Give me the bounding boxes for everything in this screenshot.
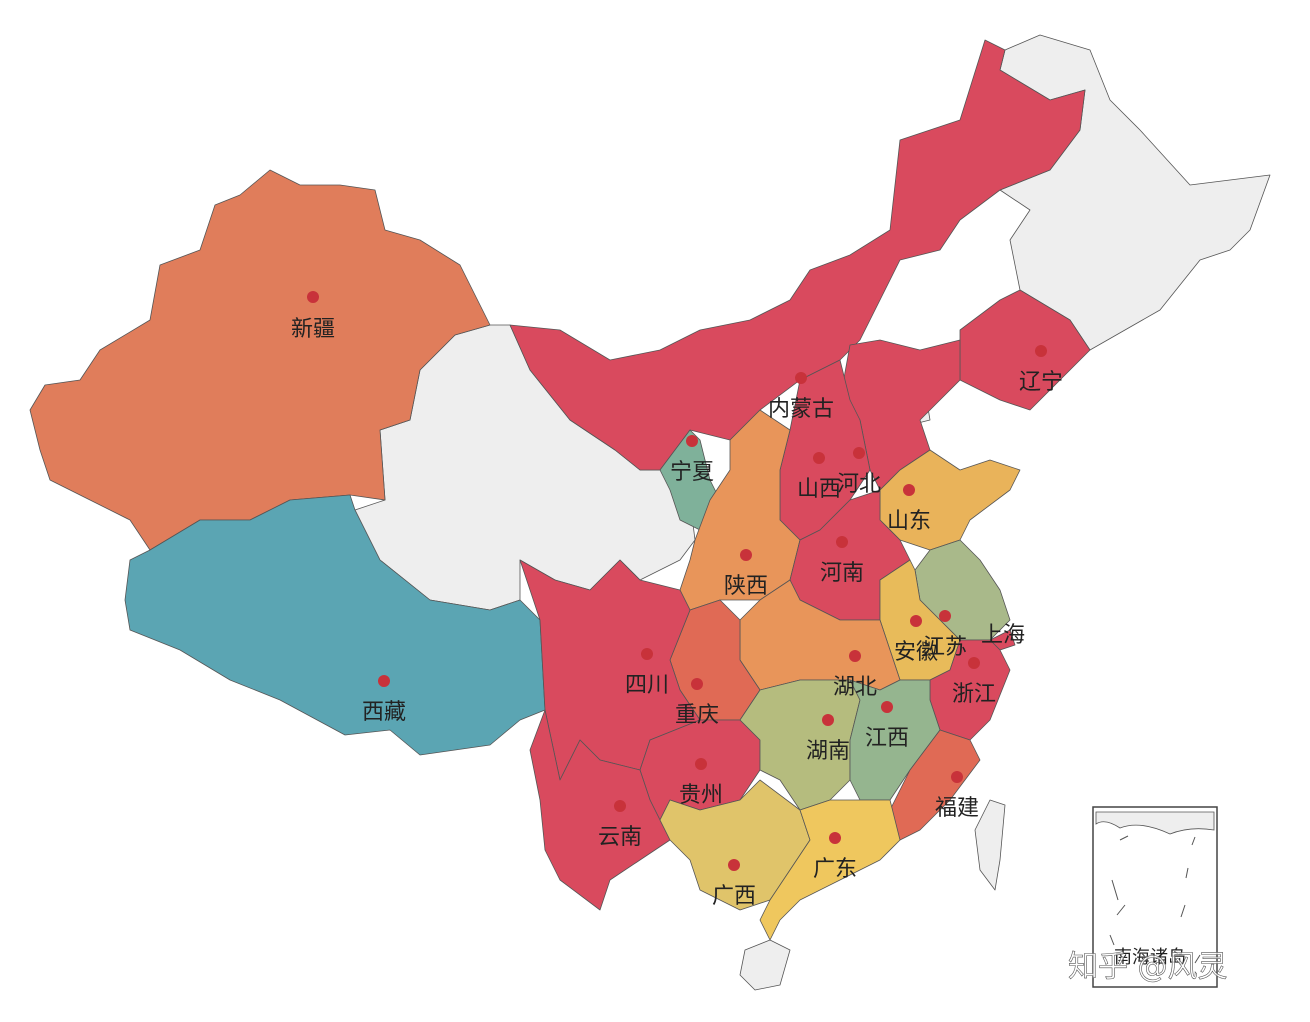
province-dot bbox=[849, 650, 861, 662]
province-label: 江西 bbox=[865, 726, 909, 751]
province-label: 湖北 bbox=[833, 675, 877, 700]
province-label: 云南 bbox=[598, 825, 642, 850]
region-taiwan bbox=[974, 799, 1006, 891]
province-dot bbox=[836, 536, 848, 548]
province-label: 湖南 bbox=[806, 739, 850, 764]
region-hainan bbox=[739, 939, 791, 991]
province-dot bbox=[951, 771, 963, 783]
province-dot bbox=[829, 832, 841, 844]
province-label: 福建 bbox=[935, 796, 979, 821]
province-dot bbox=[822, 714, 834, 726]
watermark: 知乎 @风灵 bbox=[1068, 950, 1228, 985]
province-dot bbox=[903, 484, 915, 496]
province-dot bbox=[881, 701, 893, 713]
province-label: 重庆 bbox=[675, 703, 719, 728]
province bbox=[889, 729, 981, 841]
province-dot bbox=[968, 657, 980, 669]
province-dot bbox=[641, 648, 653, 660]
province-dot bbox=[1035, 345, 1047, 357]
province-label: 四川 bbox=[625, 673, 669, 698]
province bbox=[959, 289, 1091, 411]
province-dot bbox=[691, 678, 703, 690]
province-dot bbox=[614, 800, 626, 812]
province-label: 新疆 bbox=[291, 317, 335, 342]
province bbox=[529, 709, 671, 911]
province-label: 西藏 bbox=[362, 700, 406, 725]
province-label: 宁夏 bbox=[670, 460, 714, 485]
province-dot bbox=[695, 758, 707, 770]
province-label: 内蒙古 bbox=[768, 397, 834, 422]
province-label: 浙江 bbox=[952, 682, 996, 707]
province-label: 河南 bbox=[820, 561, 864, 586]
province bbox=[759, 799, 901, 941]
province-label: 安徽 bbox=[894, 640, 938, 665]
inset-label: 南海诸岛 bbox=[1114, 947, 1186, 968]
province-label: 江苏 bbox=[923, 635, 967, 660]
inset-frame bbox=[1092, 806, 1218, 988]
province-label: 陕西 bbox=[724, 574, 768, 599]
province-dot bbox=[740, 549, 752, 561]
province-label: 广东 bbox=[813, 857, 857, 882]
province-label: 广西 bbox=[712, 884, 756, 909]
province-dot bbox=[910, 615, 922, 627]
province-dot bbox=[939, 610, 951, 622]
province bbox=[679, 409, 801, 611]
province-dot bbox=[686, 435, 698, 447]
province-label: 山东 bbox=[887, 509, 931, 534]
province-label: 贵州 bbox=[679, 783, 723, 808]
inset-islands bbox=[1109, 835, 1201, 964]
province-dot bbox=[307, 291, 319, 303]
province-dot bbox=[378, 675, 390, 687]
province-dot bbox=[853, 447, 865, 459]
province-label: 山西 bbox=[797, 477, 841, 502]
inset-coast bbox=[1095, 811, 1215, 835]
south-sea-inset: 南海诸岛 bbox=[1092, 806, 1218, 988]
provinces bbox=[29, 39, 1091, 941]
province-dot bbox=[728, 859, 740, 871]
province-dot bbox=[813, 452, 825, 464]
province-dot bbox=[795, 372, 807, 384]
province-label: 上海 bbox=[981, 623, 1025, 648]
province-label: 辽宁 bbox=[1019, 370, 1063, 395]
province-label: 河北 bbox=[837, 472, 881, 497]
